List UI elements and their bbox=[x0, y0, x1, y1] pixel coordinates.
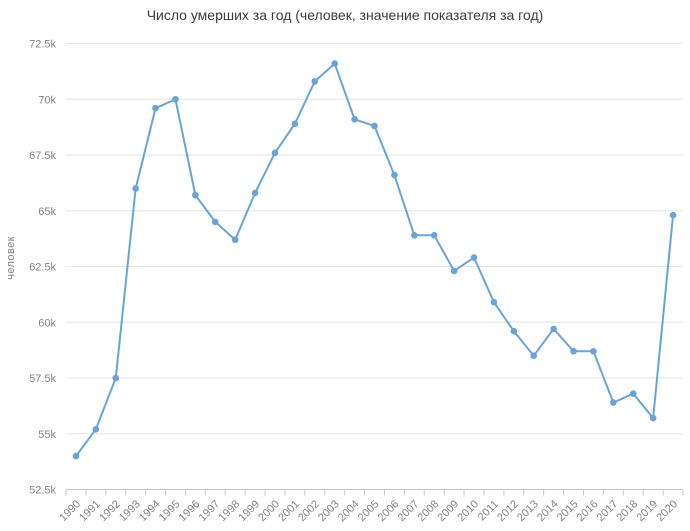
x-tick-label: 1994 bbox=[137, 498, 163, 524]
x-tick-label: 2003 bbox=[316, 498, 342, 524]
x-tick-label: 2009 bbox=[435, 498, 461, 524]
data-point-2004[interactable] bbox=[351, 116, 358, 123]
data-point-2009[interactable] bbox=[450, 267, 458, 275]
y-axis-title: человек bbox=[5, 236, 17, 280]
x-tick-label: 2014 bbox=[535, 498, 561, 524]
x-tick-label: 2002 bbox=[296, 498, 322, 524]
x-tick-label: 1991 bbox=[77, 498, 103, 524]
x-tick-label: 1999 bbox=[236, 498, 262, 524]
x-tick-label: 1992 bbox=[97, 498, 123, 524]
x-tick-label: 2016 bbox=[575, 498, 601, 524]
y-tick-label: 62.5k bbox=[29, 262, 56, 274]
data-point-2014[interactable] bbox=[550, 325, 557, 333]
data-point-2001[interactable] bbox=[291, 120, 299, 128]
x-tick-label: 2018 bbox=[615, 498, 641, 524]
x-tick-label: 2006 bbox=[376, 498, 402, 524]
data-point-2012[interactable] bbox=[510, 327, 518, 335]
x-tick-label: 2017 bbox=[595, 498, 621, 524]
data-point-2011[interactable] bbox=[490, 298, 498, 306]
data-point-2002[interactable] bbox=[311, 78, 319, 85]
data-point-1995[interactable] bbox=[172, 95, 179, 103]
data-point-2015[interactable] bbox=[570, 347, 577, 355]
x-tick-label: 2013 bbox=[515, 498, 541, 524]
x-tick-label: 2004 bbox=[336, 498, 362, 524]
x-tick-label: 2020 bbox=[654, 498, 680, 524]
y-tick-label: 57.5k bbox=[29, 373, 56, 385]
x-tick-label: 1996 bbox=[177, 498, 203, 524]
data-point-2003[interactable] bbox=[331, 60, 338, 67]
data-point-2020[interactable] bbox=[669, 211, 677, 219]
y-tick-label: 72.5k bbox=[29, 39, 56, 51]
x-tick-label: 1995 bbox=[157, 498, 183, 524]
data-point-1998[interactable] bbox=[231, 236, 239, 244]
y-tick-label: 60k bbox=[38, 317, 56, 329]
data-point-2010[interactable] bbox=[470, 254, 478, 261]
data-point-2000[interactable] bbox=[271, 149, 279, 157]
data-point-2008[interactable] bbox=[430, 231, 438, 239]
x-tick-label: 2011 bbox=[476, 498, 501, 523]
data-point-2019[interactable] bbox=[649, 414, 657, 422]
x-tick-label: 2012 bbox=[495, 498, 521, 524]
data-point-2006[interactable] bbox=[391, 171, 398, 179]
x-tick-label: 1990 bbox=[57, 498, 83, 524]
data-point-2016[interactable] bbox=[590, 347, 597, 355]
x-tick-label: 2010 bbox=[455, 498, 481, 524]
data-point-2017[interactable] bbox=[610, 399, 617, 406]
chart-title: Число умерших за год (человек, значение … bbox=[146, 7, 544, 23]
data-point-1993[interactable] bbox=[132, 185, 139, 192]
data-point-1996[interactable] bbox=[192, 191, 199, 199]
series-line bbox=[74, 62, 675, 458]
data-point-2005[interactable] bbox=[371, 122, 378, 130]
y-tick-label: 70k bbox=[38, 94, 56, 106]
y-tick-label: 67.5k bbox=[29, 150, 56, 162]
x-tick-label: 1993 bbox=[117, 498, 143, 524]
data-point-1997[interactable] bbox=[211, 218, 219, 226]
x-tick-label: 2019 bbox=[634, 498, 660, 524]
data-point-2007[interactable] bbox=[411, 231, 418, 239]
y-tick-label: 55k bbox=[38, 429, 56, 441]
x-tick-label: 2008 bbox=[416, 498, 442, 524]
data-point-1991[interactable] bbox=[92, 425, 100, 433]
data-point-1992[interactable] bbox=[112, 374, 120, 382]
x-tick-label: 1998 bbox=[217, 498, 243, 524]
data-point-1999[interactable] bbox=[251, 189, 259, 197]
data-point-2013[interactable] bbox=[530, 352, 538, 360]
x-tick-label: 2000 bbox=[256, 498, 282, 524]
data-point-2018[interactable] bbox=[629, 390, 637, 397]
x-tick-label: 2001 bbox=[276, 498, 302, 524]
x-tick-label: 1997 bbox=[197, 498, 223, 524]
data-point-1990[interactable] bbox=[72, 452, 80, 460]
x-tick-label: 2015 bbox=[555, 498, 581, 524]
x-tick-label: 2005 bbox=[356, 498, 382, 524]
x-tick-label: 2007 bbox=[396, 498, 422, 524]
y-tick-label: 65k bbox=[38, 206, 56, 218]
data-point-1994[interactable] bbox=[152, 104, 159, 112]
y-tick-label: 52.5k bbox=[29, 485, 56, 497]
